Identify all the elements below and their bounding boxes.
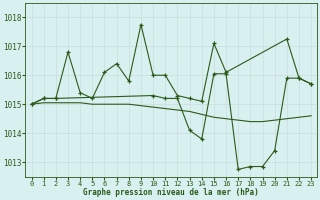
X-axis label: Graphe pression niveau de la mer (hPa): Graphe pression niveau de la mer (hPa) <box>84 188 259 197</box>
